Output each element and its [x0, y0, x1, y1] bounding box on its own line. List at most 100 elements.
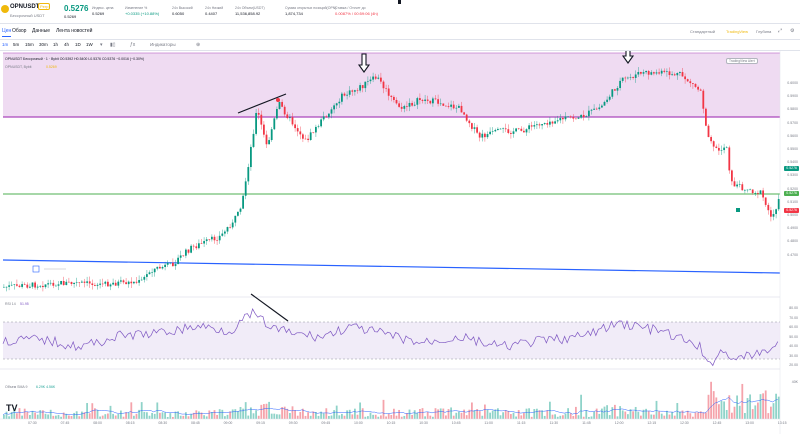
- volume-bar: [452, 415, 455, 419]
- candle-body: [62, 281, 65, 286]
- volume-bar: [530, 416, 533, 419]
- volume-bar: [637, 411, 640, 419]
- candle-body: [614, 89, 616, 91]
- timeframe-1m[interactable]: 1m: [2, 42, 9, 47]
- volume-bar: [127, 412, 130, 419]
- volume-bar: [161, 412, 164, 419]
- candle-body: [255, 112, 257, 134]
- candle-body: [52, 282, 55, 286]
- volume-bar: [270, 413, 273, 419]
- stat-value: +0.0335 (+10.88%): [125, 11, 160, 16]
- tradingview-alert-button[interactable]: TradingView Alert: [726, 58, 758, 64]
- candle-body: [569, 116, 572, 118]
- tab-overview[interactable]: Обзор: [12, 28, 27, 34]
- volume-bar: [91, 403, 94, 419]
- candle-body: [387, 88, 390, 96]
- price-axis-label: 0.4900: [787, 226, 798, 231]
- volume-bar: [718, 404, 720, 419]
- settings-icon[interactable]: ⚙: [790, 28, 795, 34]
- candle-body: [174, 264, 177, 267]
- volume-bar: [525, 408, 528, 419]
- candle-body: [117, 281, 120, 286]
- volume-bar: [468, 409, 471, 419]
- volume-bar: [169, 413, 172, 419]
- view-standard[interactable]: Стандартный: [690, 29, 715, 34]
- candle-body: [439, 103, 442, 105]
- timeframe-15m[interactable]: 15m: [25, 42, 34, 47]
- volume-bar: [312, 411, 315, 419]
- alert-marker-icon[interactable]: [276, 98, 280, 102]
- candle-body: [107, 281, 109, 287]
- stat-label: Ставка / Отсчет до: [335, 6, 366, 10]
- timeframe-4h[interactable]: 4h: [64, 42, 70, 47]
- timeframe-5m[interactable]: 5m: [13, 42, 20, 47]
- fullscreen-icon[interactable]: ⤢: [778, 28, 783, 34]
- timeframe-30m[interactable]: 30m: [39, 42, 48, 47]
- stat-label: 24ч Объем(USDT): [235, 6, 265, 10]
- candle-body: [151, 272, 153, 273]
- volume-bar: [130, 402, 133, 419]
- volume-bar: [478, 411, 481, 419]
- chart-canvas[interactable]: [0, 44, 800, 434]
- volume-bar: [346, 410, 348, 419]
- tradingview-logo[interactable]: TV: [6, 403, 18, 413]
- volume-bar: [10, 411, 13, 419]
- candle-body: [315, 126, 317, 133]
- volume-bar: [203, 415, 205, 419]
- timeframe-1h[interactable]: 1h: [53, 42, 59, 47]
- tab-chart[interactable]: Цен: [2, 28, 12, 37]
- chevron-down-icon[interactable]: ▾: [100, 42, 103, 48]
- symbol-name[interactable]: OPNUSDT: [10, 4, 40, 10]
- indicators-button[interactable]: Индикаторы: [150, 42, 176, 47]
- volume-bar: [296, 415, 299, 419]
- volume-bar: [200, 412, 203, 419]
- timeframe-1w[interactable]: 1W: [86, 42, 93, 47]
- volume-bar: [543, 415, 546, 419]
- tab-data[interactable]: Данные: [32, 28, 51, 34]
- layout-icon[interactable]: ⊕: [196, 42, 201, 48]
- candle-body: [317, 126, 320, 127]
- view-tradingview[interactable]: TradingView: [726, 29, 749, 34]
- view-depth[interactable]: Глубина: [756, 29, 772, 34]
- tab-news[interactable]: Лента новостей: [56, 28, 93, 34]
- volume-bar: [120, 410, 122, 419]
- volume-bar: [692, 416, 694, 419]
- volume-bar: [47, 414, 49, 419]
- volume-bar: [172, 416, 174, 419]
- timeframe-1d[interactable]: 1D: [75, 42, 81, 47]
- candle-body: [182, 255, 185, 257]
- volume-bar: [733, 406, 736, 419]
- stat-4: 24ч Объем(USDT) 11,536,858.92: [235, 6, 265, 16]
- candle-body: [328, 113, 330, 118]
- time-axis-label: 08:15: [125, 421, 135, 425]
- candle-body: [452, 104, 455, 109]
- volume-bar: [668, 414, 671, 419]
- candle-body: [616, 87, 619, 91]
- volume-bar: [276, 414, 278, 419]
- volume-bar: [135, 413, 138, 419]
- candle-type-icon[interactable]: ▮▯: [110, 42, 116, 48]
- candle-body: [601, 105, 603, 108]
- candle-body: [21, 284, 23, 287]
- volume-bar: [29, 414, 31, 419]
- time-axis-label: 12:45: [712, 421, 722, 425]
- volume-bar: [252, 413, 255, 419]
- volume-bar: [491, 410, 494, 419]
- flag-marker-icon[interactable]: [736, 208, 740, 212]
- volume-bar: [741, 383, 744, 419]
- selection-handle-icon[interactable]: [32, 265, 40, 273]
- indicators-icon[interactable]: ƒx: [130, 42, 136, 48]
- volume-bar: [333, 410, 335, 419]
- time-axis-label: 07:30: [28, 421, 37, 425]
- chart-area[interactable]: OPNUSDT Бессрочный · 1 · Bybit O0.5392 H…: [0, 44, 800, 434]
- volume-bar: [762, 393, 764, 419]
- volume-bar: [429, 415, 432, 419]
- price-axis-label: 0.4800: [787, 239, 798, 244]
- volume-bar: [166, 416, 169, 419]
- volume-bar: [31, 410, 34, 419]
- volume-bar: [393, 408, 395, 419]
- volume-bar: [182, 415, 185, 419]
- candle-body: [473, 127, 476, 129]
- volume-bar: [463, 409, 465, 419]
- volume-bar: [289, 413, 291, 419]
